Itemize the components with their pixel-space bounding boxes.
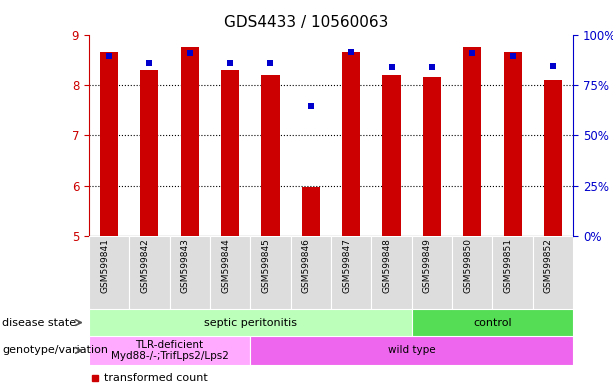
Text: GSM599841: GSM599841 [100, 238, 109, 293]
Text: GSM599849: GSM599849 [423, 238, 432, 293]
Bar [210, 236, 250, 309]
Bar [170, 236, 210, 309]
Bar [221, 70, 239, 236]
Text: GSM599844: GSM599844 [221, 238, 230, 293]
Text: GSM599850: GSM599850 [463, 238, 472, 293]
Text: transformed count: transformed count [104, 373, 208, 383]
Text: GSM599848: GSM599848 [383, 238, 392, 293]
Bar [89, 336, 250, 365]
Text: septic peritonitis: septic peritonitis [204, 318, 297, 328]
Bar [181, 47, 199, 236]
Text: GDS4433 / 10560063: GDS4433 / 10560063 [224, 15, 389, 30]
Bar [492, 236, 533, 309]
Bar [342, 52, 360, 236]
Bar [383, 75, 401, 236]
Bar [412, 236, 452, 309]
Text: GSM599842: GSM599842 [140, 238, 150, 293]
Bar [89, 236, 129, 309]
Bar [89, 309, 412, 336]
Text: GSM599847: GSM599847 [342, 238, 351, 293]
Bar [140, 70, 159, 236]
Text: control: control [473, 318, 512, 328]
Text: GSM599843: GSM599843 [181, 238, 190, 293]
Bar [331, 236, 371, 309]
Bar [544, 80, 562, 236]
Bar [250, 336, 573, 365]
Text: GSM599852: GSM599852 [544, 238, 553, 293]
Bar [412, 309, 573, 336]
Bar [100, 52, 118, 236]
Bar [423, 78, 441, 236]
Bar [503, 52, 522, 236]
Bar [129, 236, 170, 309]
Bar [533, 236, 573, 309]
Bar [261, 75, 280, 236]
Text: TLR-deficient
Myd88-/-;TrifLps2/Lps2: TLR-deficient Myd88-/-;TrifLps2/Lps2 [111, 339, 229, 361]
Bar [250, 236, 291, 309]
Text: genotype/variation: genotype/variation [2, 345, 109, 356]
Text: GSM599845: GSM599845 [262, 238, 270, 293]
Text: GSM599851: GSM599851 [504, 238, 512, 293]
Text: disease state: disease state [2, 318, 77, 328]
Bar [291, 236, 331, 309]
Bar [371, 236, 412, 309]
Bar [452, 236, 492, 309]
Bar [302, 187, 320, 236]
Bar [463, 47, 481, 236]
Text: GSM599846: GSM599846 [302, 238, 311, 293]
Text: wild type: wild type [388, 345, 436, 356]
